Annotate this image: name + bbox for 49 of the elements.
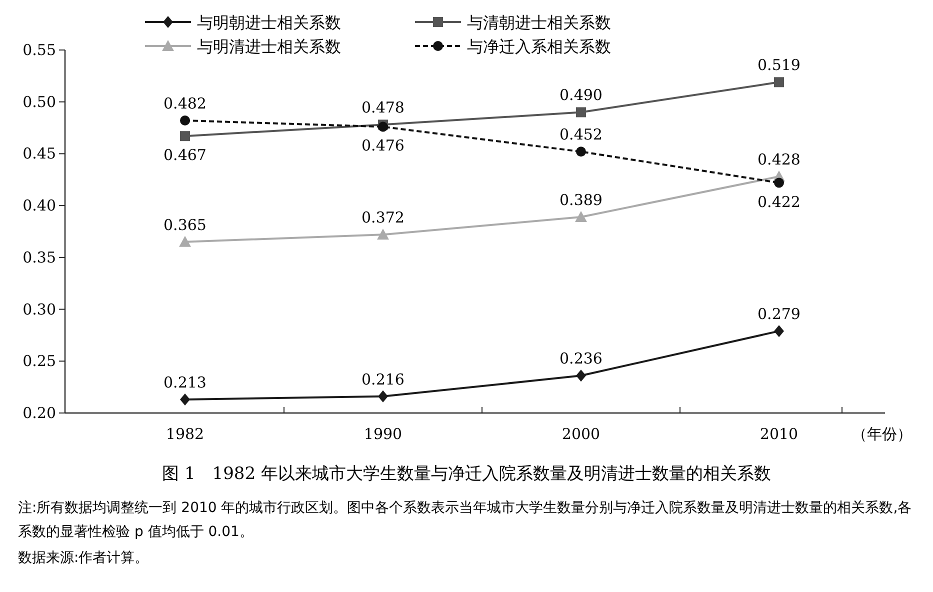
point: [774, 325, 784, 338]
data-label: 0.372: [362, 208, 404, 227]
data-label: 0.236: [560, 350, 602, 368]
point: [575, 210, 587, 222]
point: [378, 390, 388, 402]
y-tick-label: 0.25: [22, 352, 56, 370]
y-tick-label: 0.40: [22, 196, 56, 215]
y-tick-label: 0.50: [22, 92, 56, 111]
x-tick-label: 1982: [166, 425, 204, 443]
text: 注:所有数据均调整统一到 2010 年的城市行政区划。图中各个系数表示当年城市大学生数量分别与净迁入院系数量及明清进士数量的相关系数,各系数的显著性检验 p 值均低于 0.01。: [18, 499, 913, 542]
x-axis-title: （年份）: [852, 425, 912, 443]
data-label: 0.422: [758, 192, 800, 211]
legend-label: 与净迁入系相关系数: [467, 37, 611, 56]
y-tick-label: 0.45: [22, 144, 56, 163]
point: [377, 228, 389, 240]
data-label: 0.216: [362, 370, 404, 388]
y-tick-label: 0.20: [22, 404, 56, 422]
data-label: 0.428: [758, 150, 800, 169]
legend-label: 与清朝进士相关系数: [467, 13, 611, 32]
data-label: 0.490: [560, 86, 602, 104]
point: [180, 116, 190, 126]
point: [576, 370, 586, 382]
data-label: 0.519: [758, 56, 800, 74]
data-label: 0.452: [560, 126, 602, 144]
point: [180, 131, 190, 142]
point: [576, 146, 586, 157]
y-tick-label: 0.30: [22, 300, 56, 318]
data-label: 0.476: [362, 136, 404, 155]
data-label: 0.279: [758, 305, 800, 324]
x-tick-label: 2000: [562, 425, 600, 443]
data-label: 0.478: [362, 98, 404, 117]
data-label: 0.213: [164, 374, 206, 392]
point: [576, 107, 586, 118]
point: [180, 394, 190, 406]
data-label: 0.467: [164, 146, 206, 164]
x-tick-label: 1990: [364, 425, 402, 443]
y-tick-label: 0.55: [22, 41, 56, 59]
data-label: 0.389: [560, 190, 602, 209]
y-tick-label: 0.35: [22, 248, 56, 266]
point: [774, 178, 784, 188]
x-tick-label: 2010: [760, 425, 798, 443]
point: [774, 77, 784, 88]
source-note: 数据来源:作者计算。: [18, 549, 150, 568]
legend-label: 与明清进士相关系数: [197, 37, 341, 56]
data-label: 0.482: [164, 94, 206, 113]
point: [179, 236, 191, 247]
legend-label: 与明朝进士相关系数: [197, 13, 341, 32]
data-label: 0.365: [164, 216, 206, 234]
text: 图 1 1982 年以来城市大学生数量与净迁入院系数量及明清进士数量的相关系数: [161, 463, 772, 485]
